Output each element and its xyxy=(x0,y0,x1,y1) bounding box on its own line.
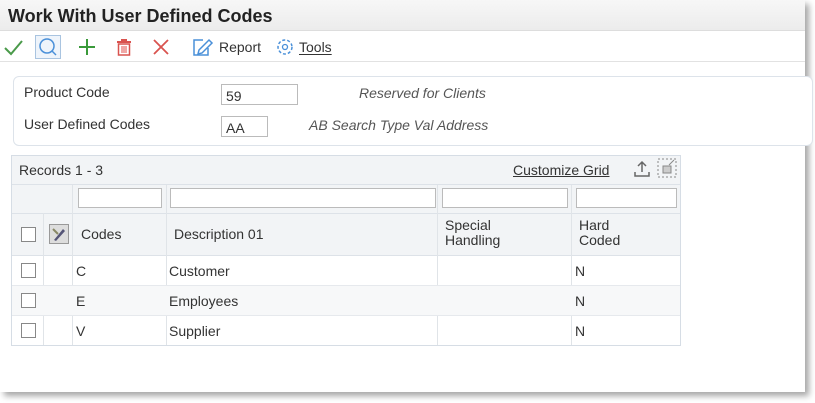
report-label: Report xyxy=(219,39,262,55)
cell-code: C xyxy=(76,263,87,279)
udc-label: User Defined Codes xyxy=(24,116,151,132)
filter-special-handling[interactable] xyxy=(442,188,568,208)
column-special-handling[interactable]: Special Handling xyxy=(445,217,501,248)
cell-hard-coded: N xyxy=(575,293,586,309)
cell-description: Supplier xyxy=(169,323,221,339)
filter-hard-coded[interactable] xyxy=(576,188,677,208)
cell-description: Customer xyxy=(169,263,230,279)
cell-hard-coded: N xyxy=(575,263,586,279)
row-checkbox[interactable] xyxy=(21,293,36,308)
row-checkbox[interactable] xyxy=(21,323,36,338)
cell-description: Employees xyxy=(169,293,239,309)
row-checkbox[interactable] xyxy=(21,263,36,278)
product-code-label: Product Code xyxy=(24,84,110,100)
cell-code: V xyxy=(76,323,86,339)
tools-label: Tools xyxy=(299,39,332,55)
column-hard-coded[interactable]: Hard Coded xyxy=(579,217,621,248)
select-button[interactable] xyxy=(2,35,24,59)
delete-button[interactable] xyxy=(113,35,135,59)
report-button[interactable]: Report xyxy=(191,35,263,59)
trash-icon xyxy=(117,39,131,56)
gear-icon xyxy=(277,39,293,55)
window: Work With User Defined Codes Report Tool… xyxy=(0,0,813,346)
select-all-checkbox[interactable] xyxy=(21,227,36,242)
column-header-row: Codes Description 01 Special Handling Ha… xyxy=(12,213,680,256)
edit-pencil-icon[interactable] xyxy=(49,224,69,244)
page-title: Work With User Defined Codes xyxy=(8,6,273,26)
tools-button[interactable]: Tools xyxy=(275,35,339,59)
cell-hard-coded: N xyxy=(575,323,586,339)
table-row[interactable]: C Customer N xyxy=(12,256,680,286)
export-icon[interactable] xyxy=(633,160,651,178)
customize-grid-link[interactable]: Customize Grid xyxy=(513,162,610,178)
records-grid: Records 1 - 3 Customize Grid Codes Descr… xyxy=(11,155,681,346)
table-row[interactable]: E Employees N xyxy=(12,286,680,316)
search-icon xyxy=(39,38,57,56)
table-row[interactable]: V Supplier N xyxy=(12,316,680,346)
udc-input[interactable]: AA xyxy=(221,116,268,137)
plus-icon xyxy=(79,39,95,55)
grid-header-bar: Records 1 - 3 Customize Grid xyxy=(12,156,680,185)
filter-description[interactable] xyxy=(170,188,436,208)
product-code-description: Reserved for Clients xyxy=(359,85,486,101)
column-description[interactable]: Description 01 xyxy=(174,226,264,242)
toolbar: Report Tools xyxy=(0,32,805,62)
records-count: Records 1 - 3 xyxy=(19,162,104,178)
add-button[interactable] xyxy=(76,35,98,59)
cell-code: E xyxy=(76,293,86,309)
find-button[interactable] xyxy=(35,35,61,59)
udc-description: AB Search Type Val Address xyxy=(309,117,489,133)
product-code-input[interactable]: 59 xyxy=(221,84,298,105)
filter-row xyxy=(12,185,680,213)
column-codes[interactable]: Codes xyxy=(81,226,122,242)
report-edit-icon xyxy=(193,38,214,56)
title-bar: Work With User Defined Codes xyxy=(0,0,805,31)
close-button[interactable] xyxy=(150,35,172,59)
header-form: Product Code 59 Reserved for Clients Use… xyxy=(13,76,813,146)
maximize-grid-icon[interactable] xyxy=(657,158,677,178)
checkmark-icon xyxy=(4,40,23,56)
x-icon xyxy=(153,39,169,55)
filter-codes[interactable] xyxy=(78,188,162,208)
